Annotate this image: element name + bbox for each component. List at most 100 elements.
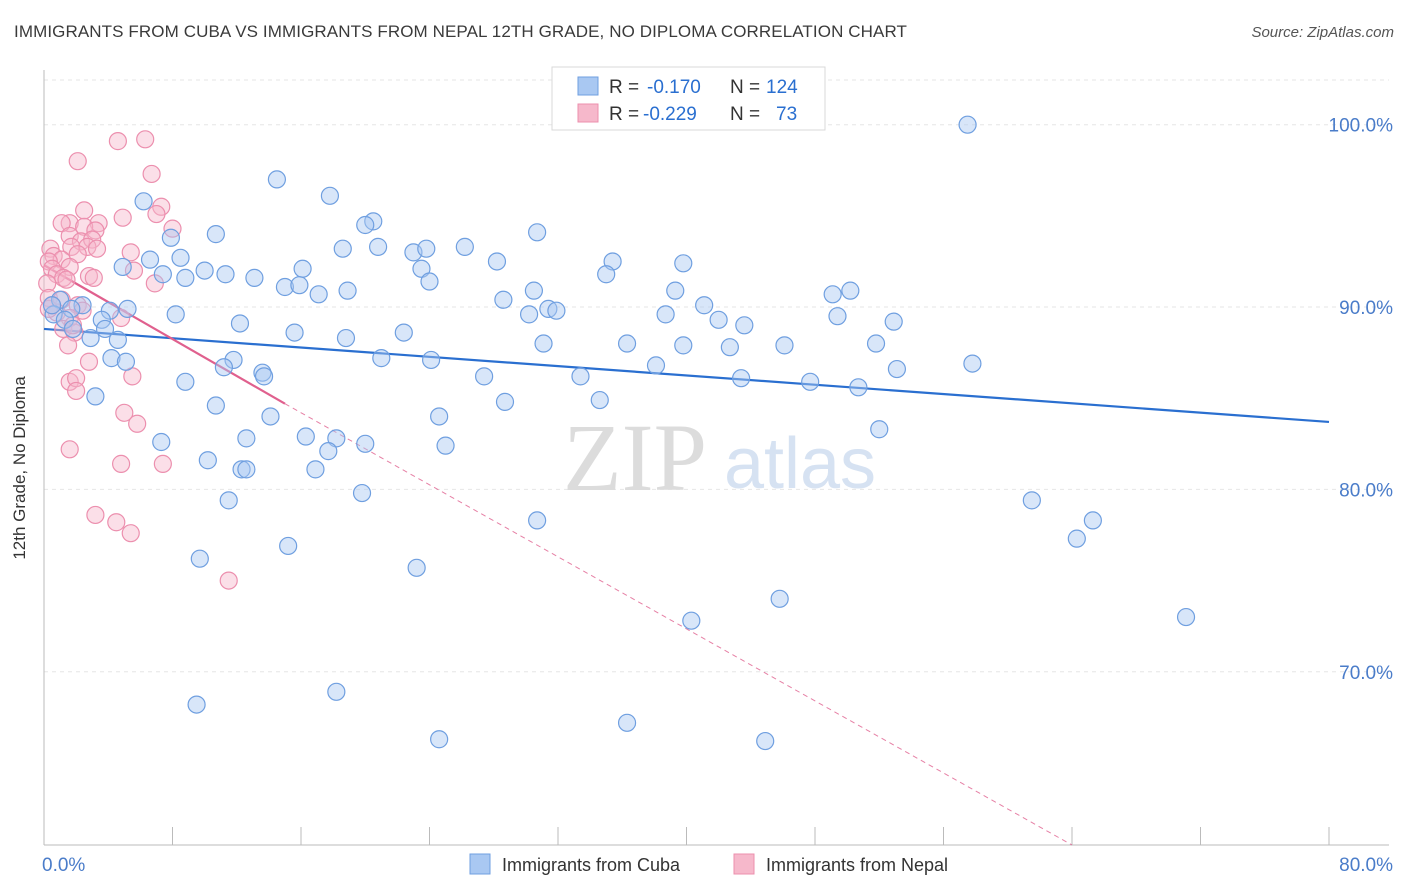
cuba-point-2: [134, 192, 153, 211]
cuba-point-66: [617, 334, 637, 353]
cuba-point-121: [756, 731, 775, 751]
cuba-point-119: [430, 730, 449, 749]
nepal-point-51: [67, 381, 86, 401]
nepal-point-58: [107, 513, 126, 532]
cuba-point-59: [95, 319, 115, 339]
cuba-point-88: [495, 392, 515, 411]
nepal-point-6: [113, 208, 132, 227]
cuba-point-0: [958, 115, 977, 134]
y-tick-labels: 100.0% 90.0% 80.0% 70.0%: [1329, 116, 1394, 684]
legend-n-value-nepal: 73: [776, 104, 797, 125]
nepal-point-32: [84, 268, 103, 287]
cuba-point-16: [674, 254, 693, 273]
cuba-point-18: [171, 248, 190, 267]
cuba-point-32: [420, 272, 439, 291]
nepal-point-47: [79, 352, 99, 371]
cuba-point-62: [285, 323, 304, 342]
nepal-point-30: [54, 268, 73, 287]
cuba-point-31: [338, 281, 357, 300]
nepal-point-2: [68, 152, 87, 171]
cuba-point-49: [166, 305, 185, 324]
cuba-point-112: [407, 558, 426, 577]
nepal-point-59: [121, 524, 140, 543]
nepal-point-1: [108, 132, 127, 151]
axes: [43, 70, 1389, 846]
legend-r-label-nepal: R =: [609, 104, 639, 125]
cuba-point-58: [63, 319, 83, 339]
legend-swatch-cuba: [577, 76, 599, 96]
cuba-point-83: [732, 369, 751, 388]
cuba-point-80: [887, 359, 907, 379]
cuba-point-82: [475, 367, 494, 386]
cuba-point-67: [674, 336, 693, 355]
cuba-point-104: [237, 460, 256, 479]
cuba-point-26: [216, 265, 235, 284]
cuba-point-90: [206, 396, 225, 415]
cuba-point-7: [206, 225, 225, 244]
cuba-point-34: [666, 281, 685, 300]
cuba-point-71: [224, 350, 243, 370]
cuba-point-5: [356, 215, 375, 235]
legend-n-label-nepal: N =: [730, 104, 760, 125]
cuba-point-103: [306, 460, 325, 479]
cuba-point-94: [152, 432, 171, 452]
cuba-point-75: [372, 349, 391, 368]
nepal-point-11: [163, 219, 182, 238]
cuba-point-48: [42, 296, 62, 315]
cuba-point-61: [81, 328, 100, 348]
cuba-point-52: [709, 310, 728, 329]
cuba-point-92: [430, 407, 449, 426]
cuba-point-72: [102, 349, 121, 368]
cuba-point-107: [1022, 491, 1041, 510]
cuba-point-91: [261, 407, 280, 426]
cuba-point-23: [597, 265, 616, 284]
cuba-point-69: [720, 338, 739, 357]
cuba-point-87: [86, 387, 105, 406]
cuba-point-35: [823, 285, 842, 304]
bottom-legend-label-nepal: Immigrants from Nepal: [766, 855, 948, 875]
cuba-point-109: [1083, 511, 1102, 530]
legend-swatch-nepal: [577, 103, 599, 123]
cuba-point-56: [695, 296, 714, 315]
cuba-point-9: [333, 239, 352, 258]
cuba-point-76: [214, 358, 233, 377]
grid-lines: [44, 79, 1389, 673]
bottom-legend: Immigrants from Cuba Immigrants from Nep…: [469, 853, 948, 875]
cuba-point-65: [534, 334, 553, 353]
legend-r-value-cuba: -0.170: [647, 77, 701, 98]
nepal-point-0: [136, 130, 155, 149]
cuba-point-1: [267, 170, 287, 189]
nepal-point-52: [115, 403, 134, 422]
cuba-point-54: [828, 307, 847, 326]
legend-r-label-cuba: R =: [609, 77, 639, 98]
nepal-point-20: [87, 239, 107, 258]
cuba-point-21: [293, 259, 312, 278]
cuba-point-106: [219, 491, 238, 510]
cuba-point-24: [153, 265, 172, 284]
bottom-legend-label-cuba: Immigrants from Cuba: [502, 855, 681, 875]
nepal-point-46: [58, 336, 78, 355]
cuba-point-36: [841, 281, 860, 300]
cuba-point-105: [352, 483, 372, 503]
nepal-point-56: [153, 454, 172, 473]
cuba-point-117: [187, 695, 206, 714]
x-tick-label-1: 80.0%: [1339, 855, 1393, 876]
cuba-point-28: [275, 277, 295, 297]
x-tick-labels: 0.0% 80.0%: [42, 855, 1393, 876]
nepal-point-44: [54, 319, 73, 339]
cuba-point-85: [801, 372, 820, 391]
y-tick-label-1: 90.0%: [1339, 298, 1393, 319]
cuba-point-114: [528, 511, 547, 530]
cuba-point-74: [422, 350, 441, 370]
cuba-point-120: [617, 713, 637, 732]
cuba-point-14: [487, 252, 507, 271]
cuba-point-79: [646, 356, 666, 375]
cuba-point-110: [190, 549, 209, 568]
cuba-point-19: [113, 257, 132, 277]
y-tick-label-3: 70.0%: [1339, 663, 1393, 684]
cuba-point-102: [232, 460, 251, 479]
cuba-trend-line: [43, 327, 1330, 424]
cuba-point-60: [108, 330, 127, 349]
y-tick-label-2: 80.0%: [1339, 480, 1393, 501]
trend-lines: [43, 264, 1330, 846]
